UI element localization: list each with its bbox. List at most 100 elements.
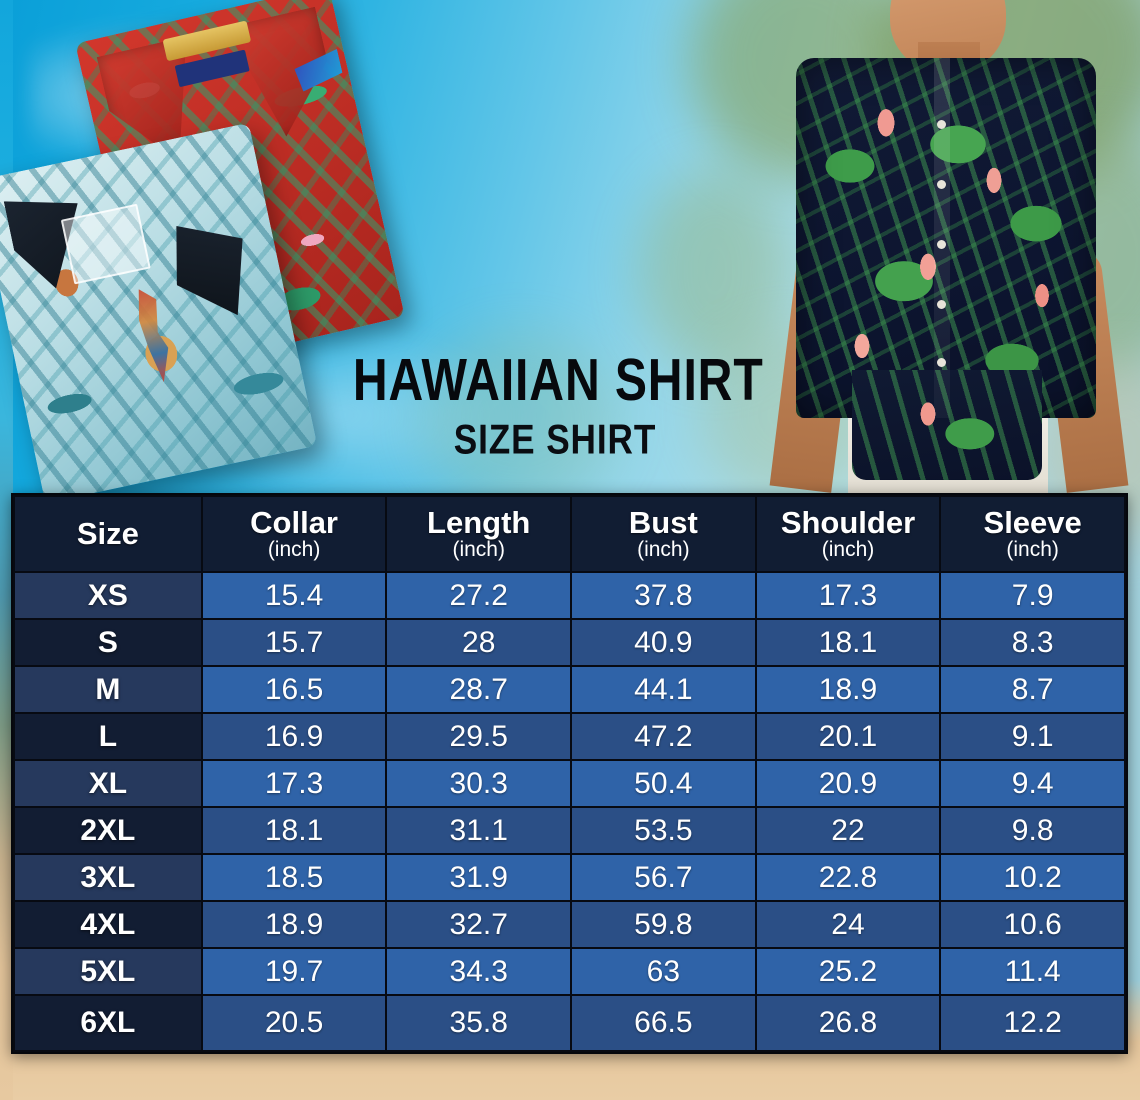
cell-bust: 56.7 bbox=[570, 853, 757, 902]
cell-bust: 44.1 bbox=[570, 665, 757, 714]
column-header-size: Size bbox=[13, 495, 203, 573]
shirt-button-placket bbox=[934, 58, 950, 418]
shirt-button bbox=[937, 180, 946, 189]
cell-length: 31.1 bbox=[385, 806, 573, 855]
cell-sleeve: 8.7 bbox=[939, 665, 1126, 714]
cell-shoulder: 22.8 bbox=[754, 853, 942, 902]
column-header-sleeve: Sleeve (inch) bbox=[939, 495, 1126, 573]
size-label-cell: XS bbox=[13, 571, 203, 620]
cell-shoulder: 22 bbox=[754, 806, 942, 855]
size-label-cell: S bbox=[13, 618, 203, 667]
cell-collar: 18.1 bbox=[200, 806, 388, 855]
table-row: 2XL 18.1 31.1 53.5 22 9.8 bbox=[13, 806, 1126, 855]
size-chart-table: Size Collar (inch) Length (inch) Bust (i… bbox=[13, 495, 1126, 1052]
cell-collar: 15.4 bbox=[200, 571, 388, 620]
table-row: 5XL 19.7 34.3 63 25.2 11.4 bbox=[13, 947, 1126, 996]
column-header-length: Length (inch) bbox=[385, 495, 573, 573]
poster-title-block: HAWAIIAN SHIRT SIZE SHIRT bbox=[320, 346, 790, 464]
cell-sleeve: 9.1 bbox=[939, 712, 1126, 761]
cell-length: 32.7 bbox=[385, 900, 573, 949]
cell-length: 28 bbox=[385, 618, 573, 667]
cell-bust: 40.9 bbox=[570, 618, 757, 667]
cell-sleeve: 9.8 bbox=[939, 806, 1126, 855]
shirt-button bbox=[937, 300, 946, 309]
cell-shoulder: 26.8 bbox=[754, 994, 942, 1052]
blurred-foliage bbox=[640, 170, 790, 370]
column-header-bust-label: Bust bbox=[628, 504, 698, 540]
column-header-sleeve-unit: (inch) bbox=[1006, 538, 1059, 562]
size-label-cell: 4XL bbox=[13, 900, 203, 949]
size-label-cell: 2XL bbox=[13, 806, 203, 855]
cell-sleeve: 7.9 bbox=[939, 571, 1126, 620]
table-row: L 16.9 29.5 47.2 20.1 9.1 bbox=[13, 712, 1126, 761]
table-row: 4XL 18.9 32.7 59.8 24 10.6 bbox=[13, 900, 1126, 949]
table-header: Size Collar (inch) Length (inch) Bust (i… bbox=[13, 495, 1126, 573]
cell-bust: 53.5 bbox=[570, 806, 757, 855]
cell-collar: 15.7 bbox=[200, 618, 388, 667]
model-hawaiian-shirt bbox=[796, 58, 1096, 418]
size-label-cell: 5XL bbox=[13, 947, 203, 996]
table-header-row: Size Collar (inch) Length (inch) Bust (i… bbox=[13, 495, 1126, 573]
column-header-collar-unit: (inch) bbox=[267, 538, 321, 562]
column-header-length-unit: (inch) bbox=[452, 538, 505, 562]
cell-shoulder: 17.3 bbox=[754, 571, 942, 620]
cell-collar: 20.5 bbox=[200, 994, 388, 1052]
size-label-cell: 3XL bbox=[13, 853, 203, 902]
cell-length: 31.9 bbox=[385, 853, 573, 902]
table-row: M 16.5 28.7 44.1 18.9 8.7 bbox=[13, 665, 1126, 714]
column-header-size-label: Size bbox=[76, 516, 139, 551]
column-header-shoulder-label: Shoulder bbox=[780, 504, 916, 540]
cell-sleeve: 10.6 bbox=[939, 900, 1126, 949]
cell-length: 35.8 bbox=[385, 994, 573, 1052]
cell-collar: 18.9 bbox=[200, 900, 388, 949]
cell-shoulder: 20.1 bbox=[754, 712, 942, 761]
cell-bust: 59.8 bbox=[570, 900, 757, 949]
model-shirt-hem bbox=[852, 370, 1042, 480]
model-photo bbox=[730, 0, 1140, 494]
cell-shoulder: 20.9 bbox=[754, 759, 942, 808]
column-header-bust-unit: (inch) bbox=[637, 538, 690, 562]
cell-length: 30.3 bbox=[385, 759, 573, 808]
cell-collar: 19.7 bbox=[200, 947, 388, 996]
column-header-collar-label: Collar bbox=[250, 504, 338, 540]
cell-length: 29.5 bbox=[385, 712, 573, 761]
cell-length: 34.3 bbox=[385, 947, 573, 996]
cell-length: 27.2 bbox=[385, 571, 573, 620]
parrot-print-motif bbox=[123, 283, 186, 386]
cell-bust: 66.5 bbox=[570, 994, 757, 1052]
table-row: 6XL 20.5 35.8 66.5 26.8 12.2 bbox=[13, 994, 1126, 1052]
blurred-foliage bbox=[420, 330, 620, 510]
cell-sleeve: 9.4 bbox=[939, 759, 1126, 808]
table-row: 3XL 18.5 31.9 56.7 22.8 10.2 bbox=[13, 853, 1126, 902]
size-label-cell: 6XL bbox=[13, 994, 203, 1052]
size-label-cell: L bbox=[13, 712, 203, 761]
table-row: S 15.7 28 40.9 18.1 8.3 bbox=[13, 618, 1126, 667]
column-header-bust: Bust (inch) bbox=[570, 495, 757, 573]
cell-collar: 18.5 bbox=[200, 853, 388, 902]
shirt-button bbox=[937, 120, 946, 129]
column-header-collar: Collar (inch) bbox=[200, 495, 388, 573]
shirt-button bbox=[937, 240, 946, 249]
shirt-collar-right bbox=[165, 213, 258, 326]
page-title: HAWAIIAN SHIRT bbox=[352, 346, 764, 413]
table-row: XS 15.4 27.2 37.8 17.3 7.9 bbox=[13, 571, 1126, 620]
cell-bust: 47.2 bbox=[570, 712, 757, 761]
cell-sleeve: 11.4 bbox=[939, 947, 1126, 996]
column-header-sleeve-label: Sleeve bbox=[983, 504, 1082, 540]
cell-length: 28.7 bbox=[385, 665, 573, 714]
size-chart-table-wrapper: Size Collar (inch) Length (inch) Bust (i… bbox=[11, 493, 1128, 1054]
cell-shoulder: 24 bbox=[754, 900, 942, 949]
page-subtitle: SIZE SHIRT bbox=[453, 416, 657, 464]
shirt-button bbox=[937, 358, 946, 367]
column-header-shoulder: Shoulder (inch) bbox=[754, 495, 942, 573]
cell-sleeve: 12.2 bbox=[939, 994, 1126, 1052]
size-label-cell: M bbox=[13, 665, 203, 714]
cell-collar: 16.5 bbox=[200, 665, 388, 714]
column-header-length-label: Length bbox=[427, 504, 531, 540]
table-row: XL 17.3 30.3 50.4 20.9 9.4 bbox=[13, 759, 1126, 808]
cell-sleeve: 8.3 bbox=[939, 618, 1126, 667]
size-label-cell: XL bbox=[13, 759, 203, 808]
cell-shoulder: 18.1 bbox=[754, 618, 942, 667]
cell-shoulder: 25.2 bbox=[754, 947, 942, 996]
